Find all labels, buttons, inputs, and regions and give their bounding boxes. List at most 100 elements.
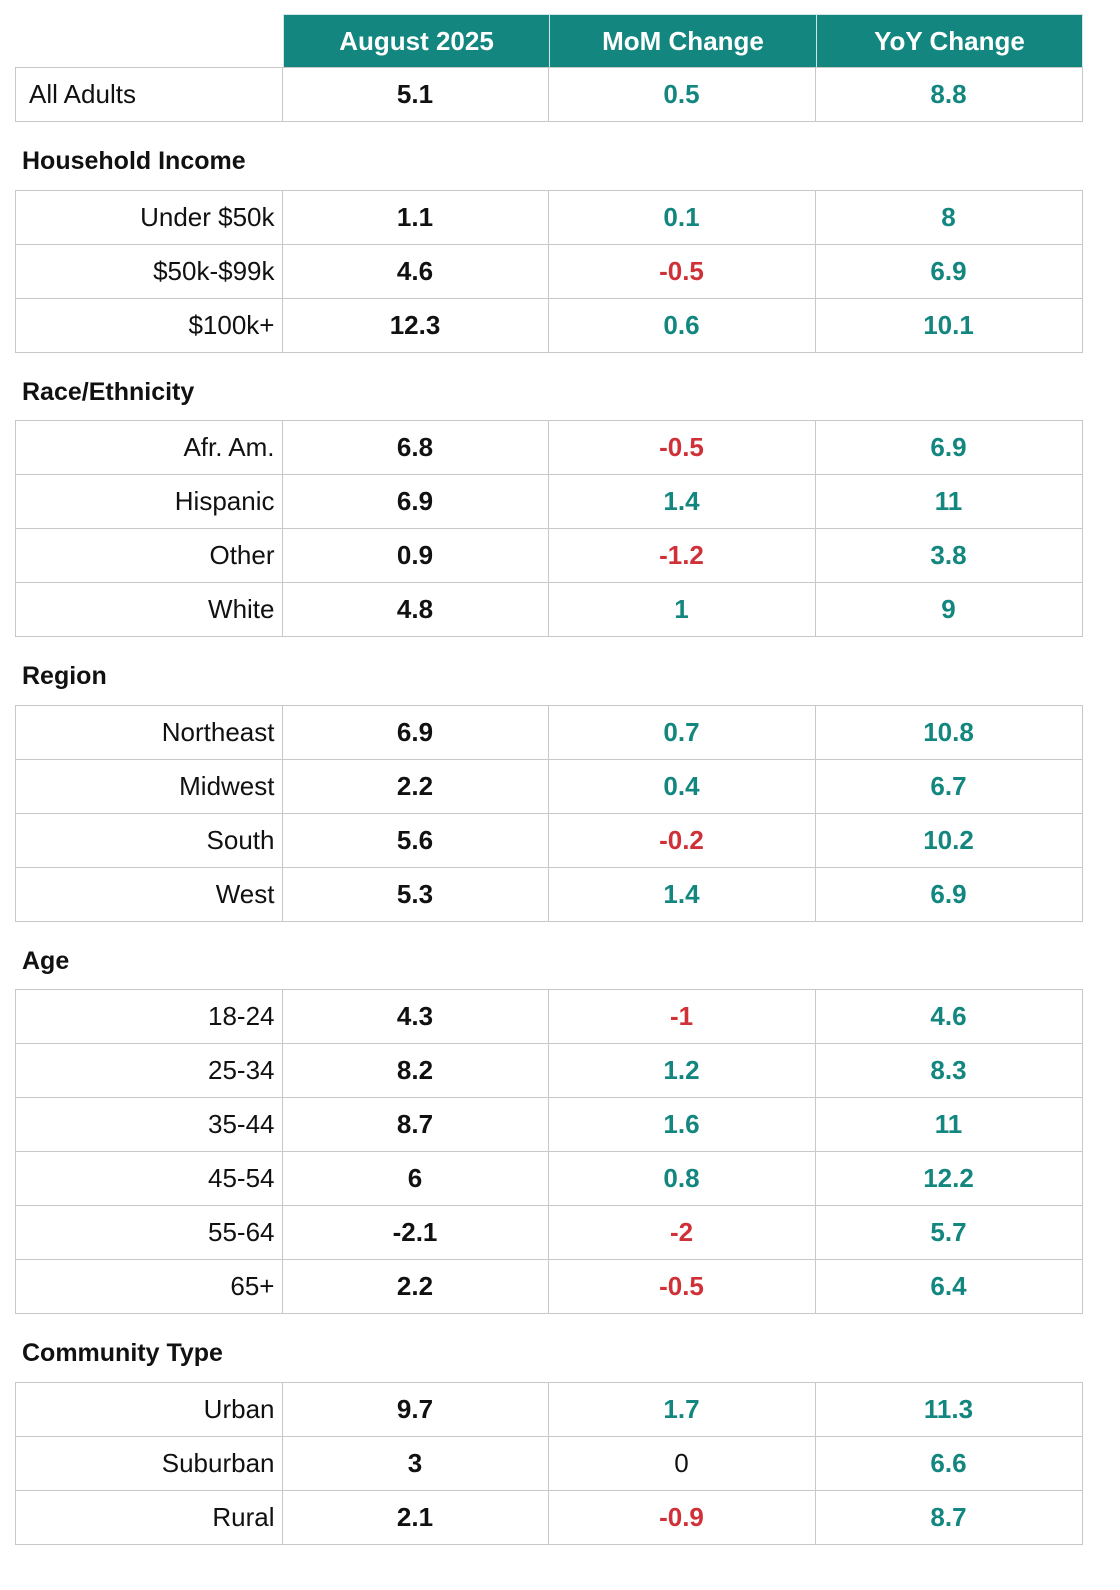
value-mom-change: 1 (548, 583, 816, 637)
table-group: Under $50k 1.1 0.1 8 $50k-$99k 4.6 -0.5 6.9 $100… (15, 189, 1083, 353)
value-yoy-change: 11.3 (815, 1382, 1083, 1437)
header-spacer (15, 14, 283, 67)
value-yoy-change: 8.7 (815, 1490, 1083, 1545)
table-group: All Adults 5.1 0.5 8.8 (15, 67, 1083, 122)
row-label: Rural (16, 1490, 283, 1545)
table-row: 35-44 8.7 1.6 11 (16, 1098, 1083, 1152)
data-table: August 2025 MoM Change YoY Change All Ad… (15, 14, 1083, 1545)
table-row: Under $50k 1.1 0.1 8 (16, 190, 1083, 245)
value-mom-change: 1.6 (548, 1098, 816, 1152)
value-mom-change: -1.2 (548, 529, 816, 583)
value-mom-change: -0.9 (548, 1490, 816, 1545)
value-mom-change: -0.5 (548, 1260, 816, 1314)
value-yoy-change: 8.8 (815, 68, 1083, 122)
section-title: Region (22, 662, 107, 691)
value-august-2025: 4.8 (282, 583, 549, 637)
table-row: 18-24 4.3 -1 4.6 (16, 990, 1083, 1044)
value-august-2025: 5.6 (282, 813, 549, 868)
table-row: Urban 9.7 1.7 11.3 (16, 1382, 1083, 1437)
value-mom-change: 0.4 (548, 759, 816, 814)
table-row: West 5.3 1.4 6.9 (16, 867, 1083, 922)
value-yoy-change: 6.7 (815, 759, 1083, 814)
value-yoy-change: 6.9 (815, 244, 1083, 299)
table-row: Suburban 3 0 6.6 (16, 1436, 1083, 1491)
value-august-2025: 5.1 (282, 68, 549, 122)
value-yoy-change: 11 (815, 1098, 1083, 1152)
value-august-2025: 6.9 (282, 705, 549, 760)
row-label: Other (16, 529, 283, 583)
value-yoy-change: 9 (815, 583, 1083, 637)
value-august-2025: 2.2 (282, 1260, 549, 1314)
value-august-2025: 6.9 (282, 475, 549, 529)
value-yoy-change: 10.1 (815, 298, 1083, 353)
table-row: All Adults 5.1 0.5 8.8 (16, 68, 1083, 122)
row-label: White (16, 583, 283, 637)
value-mom-change: -2 (548, 1206, 816, 1260)
value-august-2025: 9.7 (282, 1382, 549, 1437)
table-header-row: August 2025 MoM Change YoY Change (15, 14, 1083, 67)
table-row: South 5.6 -0.2 10.2 (16, 813, 1083, 868)
value-august-2025: 3 (282, 1436, 549, 1491)
table-row: $50k-$99k 4.6 -0.5 6.9 (16, 244, 1083, 299)
row-label: Hispanic (16, 475, 283, 529)
value-august-2025: 8.2 (282, 1044, 549, 1098)
value-mom-change: 0.5 (548, 68, 816, 122)
value-mom-change: 0.7 (548, 705, 816, 760)
value-yoy-change: 8.3 (815, 1044, 1083, 1098)
value-august-2025: 0.9 (282, 529, 549, 583)
value-yoy-change: 8 (815, 190, 1083, 245)
value-august-2025: 6 (282, 1152, 549, 1206)
table-row: 55-64 -2.1 -2 5.7 (16, 1206, 1083, 1260)
row-label: Suburban (16, 1436, 283, 1491)
table-group: Afr. Am. 6.8 -0.5 6.9 Hispanic 6.9 1.4 11 Other 0… (15, 420, 1083, 637)
table-row: Afr. Am. 6.8 -0.5 6.9 (16, 421, 1083, 475)
table-row: Rural 2.1 -0.9 8.7 (16, 1490, 1083, 1545)
value-august-2025: -2.1 (282, 1206, 549, 1260)
value-yoy-change: 5.7 (815, 1206, 1083, 1260)
section-title: Race/Ethnicity (22, 377, 195, 406)
table-row: 25-34 8.2 1.2 8.3 (16, 1044, 1083, 1098)
value-mom-change: -1 (548, 990, 816, 1044)
value-mom-change: 1.4 (548, 475, 816, 529)
value-mom-change: 1.7 (548, 1382, 816, 1437)
value-mom-change: 0 (548, 1436, 816, 1491)
value-yoy-change: 10.8 (815, 705, 1083, 760)
table-row: 45-54 6 0.8 12.2 (16, 1152, 1083, 1206)
value-yoy-change: 6.9 (815, 421, 1083, 475)
value-august-2025: 4.6 (282, 244, 549, 299)
value-yoy-change: 6.6 (815, 1436, 1083, 1491)
value-august-2025: 2.1 (282, 1490, 549, 1545)
table-row: Other 0.9 -1.2 3.8 (16, 529, 1083, 583)
row-label: 35-44 (16, 1098, 283, 1152)
table-group: Northeast 6.9 0.7 10.8 Midwest 2.2 0.4 6.7 South… (15, 704, 1083, 922)
row-label: Midwest (16, 759, 283, 814)
value-august-2025: 1.1 (282, 190, 549, 245)
value-mom-change: 0.1 (548, 190, 816, 245)
row-label: 65+ (16, 1260, 283, 1314)
value-mom-change: -0.5 (548, 421, 816, 475)
value-mom-change: -0.2 (548, 813, 816, 868)
table-row: Midwest 2.2 0.4 6.7 (16, 759, 1083, 814)
row-label: Urban (16, 1382, 283, 1437)
row-label: 25-34 (16, 1044, 283, 1098)
row-label: 55-64 (16, 1206, 283, 1260)
value-yoy-change: 11 (815, 475, 1083, 529)
value-mom-change: 1.2 (548, 1044, 816, 1098)
value-august-2025: 6.8 (282, 421, 549, 475)
table-group: 18-24 4.3 -1 4.6 25-34 8.2 1.2 8.3 35-44 8.7 1.6 11… (15, 989, 1083, 1314)
value-mom-change: 0.8 (548, 1152, 816, 1206)
row-label: $50k-$99k (16, 244, 283, 299)
table-row: White 4.8 1 9 (16, 583, 1083, 637)
section-title: Age (22, 946, 70, 975)
value-august-2025: 12.3 (282, 298, 549, 353)
column-header-mom-change: MoM Change (549, 14, 816, 67)
value-august-2025: 5.3 (282, 867, 549, 922)
value-yoy-change: 4.6 (815, 990, 1083, 1044)
row-label: Under $50k (16, 190, 283, 245)
value-august-2025: 4.3 (282, 990, 549, 1044)
column-header-august-2025: August 2025 (283, 14, 549, 67)
column-header-yoy-change: YoY Change (816, 14, 1083, 67)
row-label: $100k+ (16, 298, 283, 353)
value-yoy-change: 12.2 (815, 1152, 1083, 1206)
value-august-2025: 8.7 (282, 1098, 549, 1152)
